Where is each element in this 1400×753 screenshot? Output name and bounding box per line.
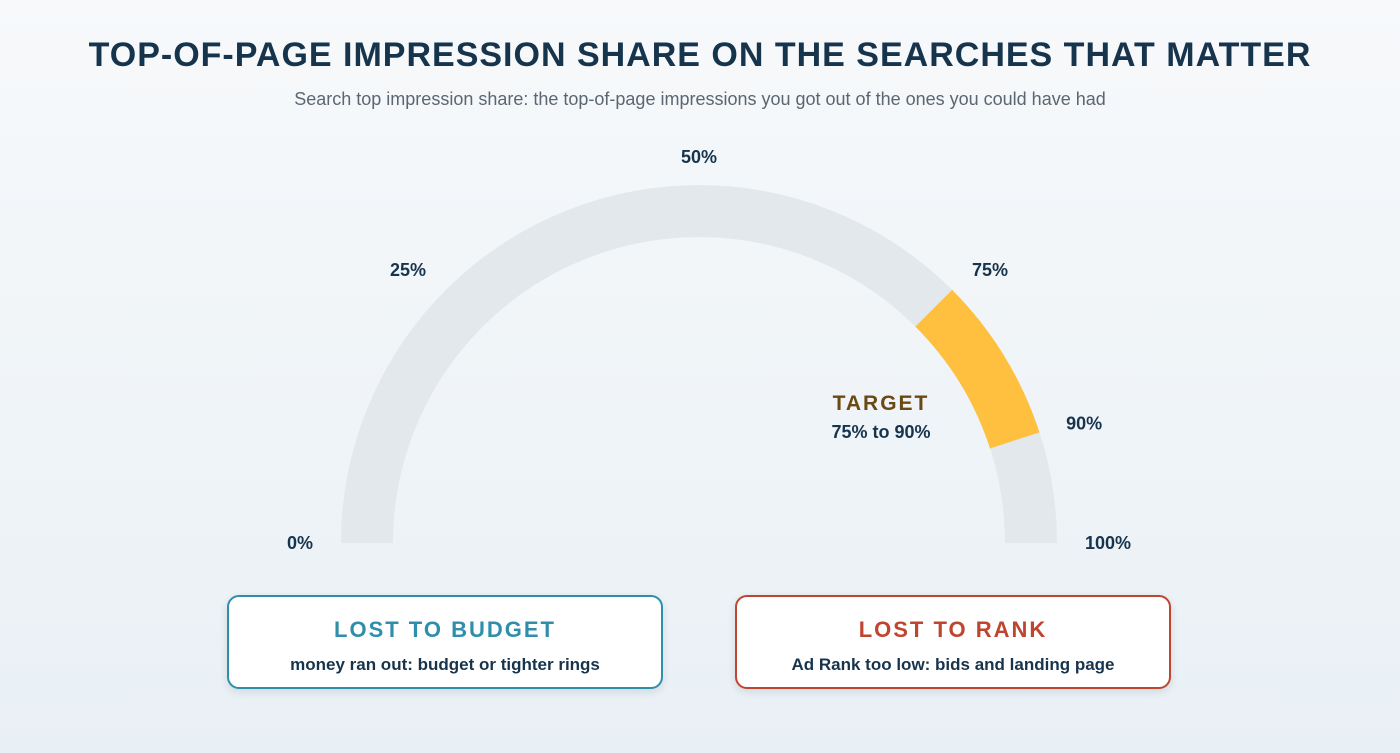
page-subtitle: Search top impression share: the top-of-… (294, 89, 1106, 109)
gauge-track (341, 185, 1057, 544)
lost-to-rank-title: LOST TO RANK (858, 617, 1048, 642)
lost-to-budget-title: LOST TO BUDGET (334, 617, 556, 642)
lost-to-rank-card: LOST TO RANK Ad Rank too low: bids and l… (735, 595, 1171, 689)
tick-label-90: 90% (1066, 414, 1102, 434)
target-range-label: 75% to 90% (831, 422, 930, 442)
tick-label-75: 75% (972, 260, 1008, 280)
tick-label-100: 100% (1085, 533, 1131, 553)
tick-label-50: 50% (681, 147, 717, 167)
lost-to-budget-description: money ran out: budget or tighter rings (290, 655, 600, 674)
lost-to-budget-card: LOST TO BUDGET money ran out: budget or … (227, 595, 663, 689)
tick-label-0: 0% (287, 533, 313, 553)
lost-to-rank-description: Ad Rank too low: bids and landing page (791, 655, 1115, 674)
page-title: TOP-OF-PAGE IMPRESSION SHARE ON THE SEAR… (88, 36, 1312, 74)
gauge-target-band (915, 289, 1040, 449)
tick-label-25: 25% (390, 260, 426, 280)
gauge-tick-labels: 0% 25% 50% 75% 90% 100% (287, 147, 1131, 553)
target-title: TARGET (833, 392, 930, 415)
